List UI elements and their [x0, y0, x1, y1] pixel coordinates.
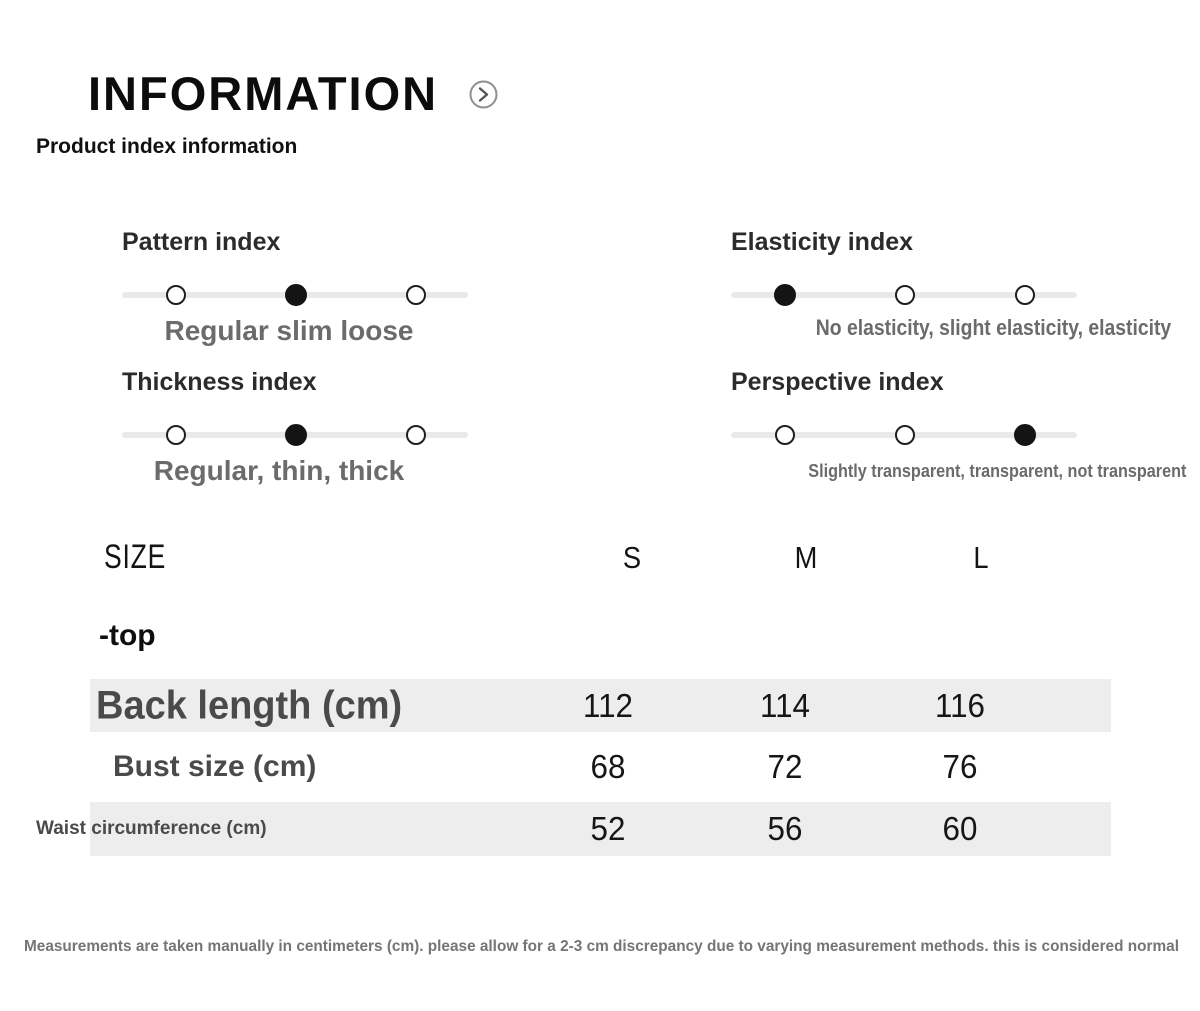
slider-dot — [285, 284, 308, 306]
page-title: INFORMATION — [88, 67, 439, 120]
thickness-index-caption: Regular, thin, thick — [153, 455, 405, 486]
cell-value: 72 — [767, 748, 803, 785]
slider-dot — [165, 425, 186, 445]
pattern-index-title: Pattern index — [122, 228, 281, 256]
chevron-right-circle-icon — [469, 80, 498, 109]
elasticity-index-caption: No elasticity, slight elasticity, elasti… — [815, 315, 1172, 340]
slider-dot — [406, 285, 427, 305]
slider-dot — [285, 424, 308, 446]
perspective-index-block: Perspective index Slightly transparent, … — [731, 368, 1186, 482]
slider-dot — [895, 425, 916, 445]
perspective-index-slider — [731, 423, 1077, 447]
thickness-index-slider — [122, 423, 468, 447]
elasticity-index-block: Elasticity index No elasticity, slight e… — [731, 228, 1171, 341]
slider-dot — [1015, 285, 1036, 305]
elasticity-index-title: Elasticity index — [731, 228, 914, 256]
row-label: Back length (cm) — [96, 683, 403, 727]
thickness-index-block: Thickness index Regular, thin, thick — [122, 368, 468, 487]
size-table-title: SIZE — [104, 538, 167, 576]
row-label: Bust size (cm) — [113, 750, 317, 783]
perspective-index-title: Perspective index — [731, 368, 944, 396]
slider-dot — [774, 425, 795, 445]
cell-value: 116 — [935, 686, 985, 724]
row-label: Waist circumference (cm) — [36, 818, 267, 839]
slider-dot — [773, 284, 796, 306]
size-column-l: L — [973, 540, 989, 575]
cell-value: 60 — [942, 810, 978, 847]
slider-dot — [406, 425, 427, 445]
measurement-disclaimer: Measurements are taken manually in centi… — [24, 938, 1179, 955]
thickness-index-title: Thickness index — [122, 368, 317, 396]
table-row: Bust size (cm) 68 72 76 — [90, 732, 1111, 802]
elasticity-index-slider — [731, 283, 1077, 307]
table-row: Waist circumference (cm) 52 56 60 — [36, 802, 1111, 856]
size-column-m: M — [794, 540, 818, 575]
cell-value: 68 — [590, 748, 626, 785]
cell-value: 52 — [590, 810, 626, 847]
cell-value: 76 — [942, 748, 978, 785]
slider-dot — [1014, 424, 1037, 446]
pattern-index-block: Pattern index Regular slim loose — [122, 228, 468, 347]
slider-dot — [165, 285, 186, 305]
pattern-index-slider — [122, 283, 468, 307]
size-column-s: S — [622, 540, 642, 575]
table-row: Back length (cm) 112 114 116 — [90, 679, 1111, 732]
cell-value: 56 — [767, 810, 803, 847]
table-section-label: -top — [99, 619, 156, 652]
perspective-index-caption: Slightly transparent, transparent, not t… — [808, 461, 1187, 481]
slider-dot — [895, 285, 916, 305]
pattern-index-caption: Regular slim loose — [164, 315, 414, 346]
cell-value: 114 — [760, 686, 810, 724]
cell-value: 112 — [583, 686, 633, 724]
page-subtitle: Product index information — [36, 135, 298, 158]
